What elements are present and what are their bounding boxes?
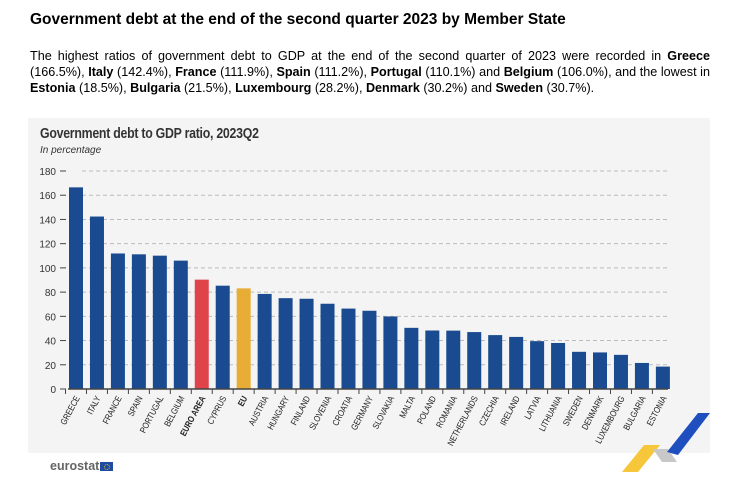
- text-run: (142.4%),: [113, 65, 176, 79]
- x-tick-label: POLAND: [415, 394, 438, 425]
- country-name: Denmark: [365, 81, 420, 95]
- text-run: (21.5%),: [180, 81, 236, 95]
- y-tick-label: 80: [45, 288, 57, 299]
- logo-text: eurostat: [50, 459, 100, 473]
- bar-italy: [89, 216, 104, 389]
- bar-hungary: [278, 298, 293, 389]
- x-tick-label: LATVIA: [523, 394, 544, 421]
- decor-ribbon-blue: [667, 413, 710, 455]
- x-tick-label: MALTA: [398, 394, 418, 420]
- bar-czechia: [488, 335, 503, 389]
- bar-romania: [446, 330, 461, 389]
- bar-portugal: [152, 255, 167, 389]
- y-tick-label: 60: [45, 312, 57, 323]
- y-tick-label: 140: [39, 215, 56, 226]
- y-tick-label: 180: [39, 167, 56, 178]
- text-run: (111.2%),: [310, 65, 371, 79]
- x-tick-label: GREECE: [59, 394, 83, 427]
- bar-france: [110, 253, 125, 389]
- y-tick-label: 100: [39, 264, 56, 275]
- y-tick-label: 0: [50, 385, 56, 396]
- country-name: France: [175, 65, 217, 79]
- country-name: Luxembourg: [235, 81, 312, 95]
- bar-croatia: [341, 308, 356, 389]
- text-run: The highest ratios of government debt to…: [30, 49, 668, 63]
- bar-malta: [404, 327, 419, 389]
- decor-ribbon-yellow: [622, 445, 660, 472]
- bar-estonia: [655, 366, 670, 389]
- text-run: (18.5%),: [75, 81, 131, 95]
- bar-sweden: [572, 351, 587, 389]
- bar-poland: [425, 330, 440, 389]
- eu-flag-icon: [100, 462, 114, 472]
- bar-cyprus: [215, 285, 230, 389]
- bar-netherlands: [467, 332, 482, 389]
- x-tick-label: EU: [236, 394, 250, 408]
- page-title: Government debt at the end of the second…: [30, 11, 566, 28]
- x-tick-label: IRELAND: [498, 394, 522, 427]
- bar-austria: [257, 293, 272, 389]
- chart-title: Government debt to GDP ratio, 2023Q2: [40, 126, 259, 142]
- text-run: (111.9%),: [216, 65, 277, 79]
- country-name: Greece: [667, 49, 710, 63]
- text-run: (166.5%),: [30, 65, 89, 79]
- bar-slovenia: [320, 303, 335, 389]
- country-name: Portugal: [370, 65, 422, 79]
- country-name: Sweden: [495, 81, 544, 95]
- bar-greece: [69, 187, 83, 389]
- y-tick-label: 20: [45, 361, 57, 372]
- x-tick-label: ITALY: [85, 394, 103, 416]
- bar-bulgaria: [634, 362, 649, 389]
- x-tick-label: SPAIN: [126, 394, 145, 418]
- bar-ireland: [509, 336, 524, 389]
- bar-slovakia: [383, 316, 398, 389]
- country-name: Spain: [276, 65, 311, 79]
- bar-latvia: [530, 341, 545, 389]
- country-name: Bulgaria: [130, 81, 181, 95]
- y-tick-label: 120: [39, 240, 56, 251]
- bar-spain: [131, 254, 146, 389]
- bar-luxembourg: [613, 354, 628, 389]
- y-tick-label: 160: [39, 191, 56, 202]
- country-name: Italy: [88, 65, 114, 79]
- y-tick-label: 40: [45, 337, 57, 348]
- bar-belgium: [173, 260, 188, 389]
- bar-finland: [299, 298, 314, 389]
- country-name: Estonia: [30, 81, 76, 95]
- chart-subtitle: In percentage: [40, 145, 102, 156]
- text-run: (110.1%) and: [421, 65, 504, 79]
- text-run: (106.0%), and the lowest in: [553, 65, 710, 79]
- bar-lithuania: [551, 342, 566, 389]
- x-tick-label: CYPRUS: [206, 394, 229, 426]
- x-tick-label: ESTONIA: [645, 394, 669, 427]
- bar-denmark: [593, 352, 607, 389]
- bar-euro-area: [194, 279, 209, 389]
- bar-eu: [236, 288, 251, 389]
- summary-paragraph: The highest ratios of government debt to…: [30, 48, 710, 96]
- text-run: (30.2%) and: [419, 81, 496, 95]
- bar-germany: [362, 310, 377, 389]
- decor-ribbon-grey: [653, 449, 677, 462]
- text-run: (30.7%).: [543, 81, 595, 95]
- eurostat-logo: eurostat: [50, 459, 114, 473]
- text-run: (28.2%),: [311, 81, 366, 95]
- x-tick-label: FRANCE: [101, 394, 124, 426]
- country-name: Belgium: [503, 65, 554, 79]
